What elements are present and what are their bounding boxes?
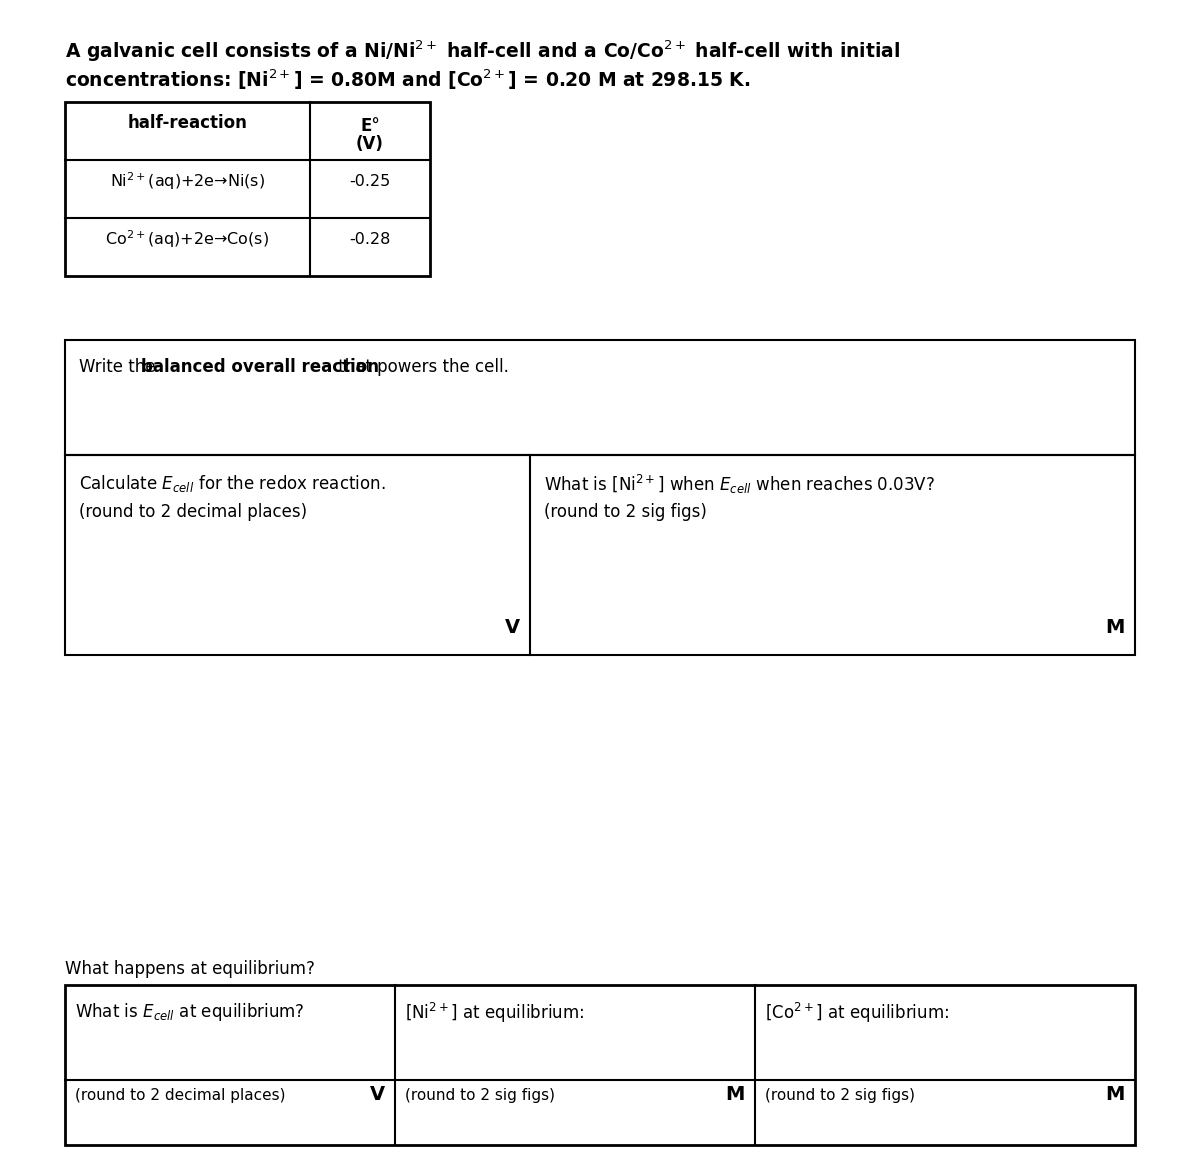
Text: M: M — [1105, 618, 1126, 636]
Text: A galvanic cell consists of a Ni/Ni$^{2+}$ half-cell and a Co/Co$^{2+}$ half-cel: A galvanic cell consists of a Ni/Ni$^{2+… — [65, 38, 900, 63]
Text: What is [Ni$^{2+}$] when $E_{cell}$ when reaches 0.03V?: What is [Ni$^{2+}$] when $E_{cell}$ when… — [544, 473, 935, 496]
Text: [Ni$^{2+}$] at equilibrium:: [Ni$^{2+}$] at equilibrium: — [406, 1001, 584, 1025]
Text: Co$^{2+}$(aq)+2e→Co(s): Co$^{2+}$(aq)+2e→Co(s) — [106, 228, 270, 250]
Bar — [65, 340, 1135, 455]
Text: [Co$^{2+}$] at equilibrium:: [Co$^{2+}$] at equilibrium: — [766, 1001, 949, 1025]
Text: What happens at equilibrium?: What happens at equilibrium? — [65, 960, 314, 978]
Text: Write the: Write the — [79, 357, 161, 376]
Text: balanced overall reaction: balanced overall reaction — [142, 357, 379, 376]
Text: M: M — [1105, 1085, 1126, 1105]
Text: concentrations: [Ni$^{2+}$] = 0.80M and [Co$^{2+}$] = 0.20 M at 298.15 K.: concentrations: [Ni$^{2+}$] = 0.80M and … — [65, 68, 750, 92]
Text: What is $E_{cell}$ at equilibrium?: What is $E_{cell}$ at equilibrium? — [74, 1001, 305, 1023]
Bar — [65, 985, 1135, 1145]
Text: Ni$^{2+}$(aq)+2e→Ni(s): Ni$^{2+}$(aq)+2e→Ni(s) — [110, 171, 265, 191]
Text: (round to 2 sig figs): (round to 2 sig figs) — [544, 503, 707, 521]
Text: E°: E° — [360, 116, 380, 135]
Text: half-reaction: half-reaction — [127, 114, 247, 131]
Text: (round to 2 sig figs): (round to 2 sig figs) — [406, 1088, 554, 1103]
Text: (round to 2 decimal places): (round to 2 decimal places) — [79, 503, 307, 521]
Text: that powers the cell.: that powers the cell. — [334, 357, 509, 376]
Text: M: M — [726, 1085, 745, 1105]
Bar — [65, 101, 430, 276]
Text: (V): (V) — [356, 135, 384, 153]
Text: V: V — [505, 618, 520, 636]
Text: Calculate $E_{cell}$ for the redox reaction.: Calculate $E_{cell}$ for the redox react… — [79, 473, 385, 493]
Text: -0.28: -0.28 — [349, 232, 391, 247]
Text: (round to 2 decimal places): (round to 2 decimal places) — [74, 1088, 286, 1103]
Text: (round to 2 sig figs): (round to 2 sig figs) — [766, 1088, 916, 1103]
Bar — [65, 455, 1135, 655]
Text: -0.25: -0.25 — [349, 173, 391, 188]
Text: V: V — [370, 1085, 385, 1105]
